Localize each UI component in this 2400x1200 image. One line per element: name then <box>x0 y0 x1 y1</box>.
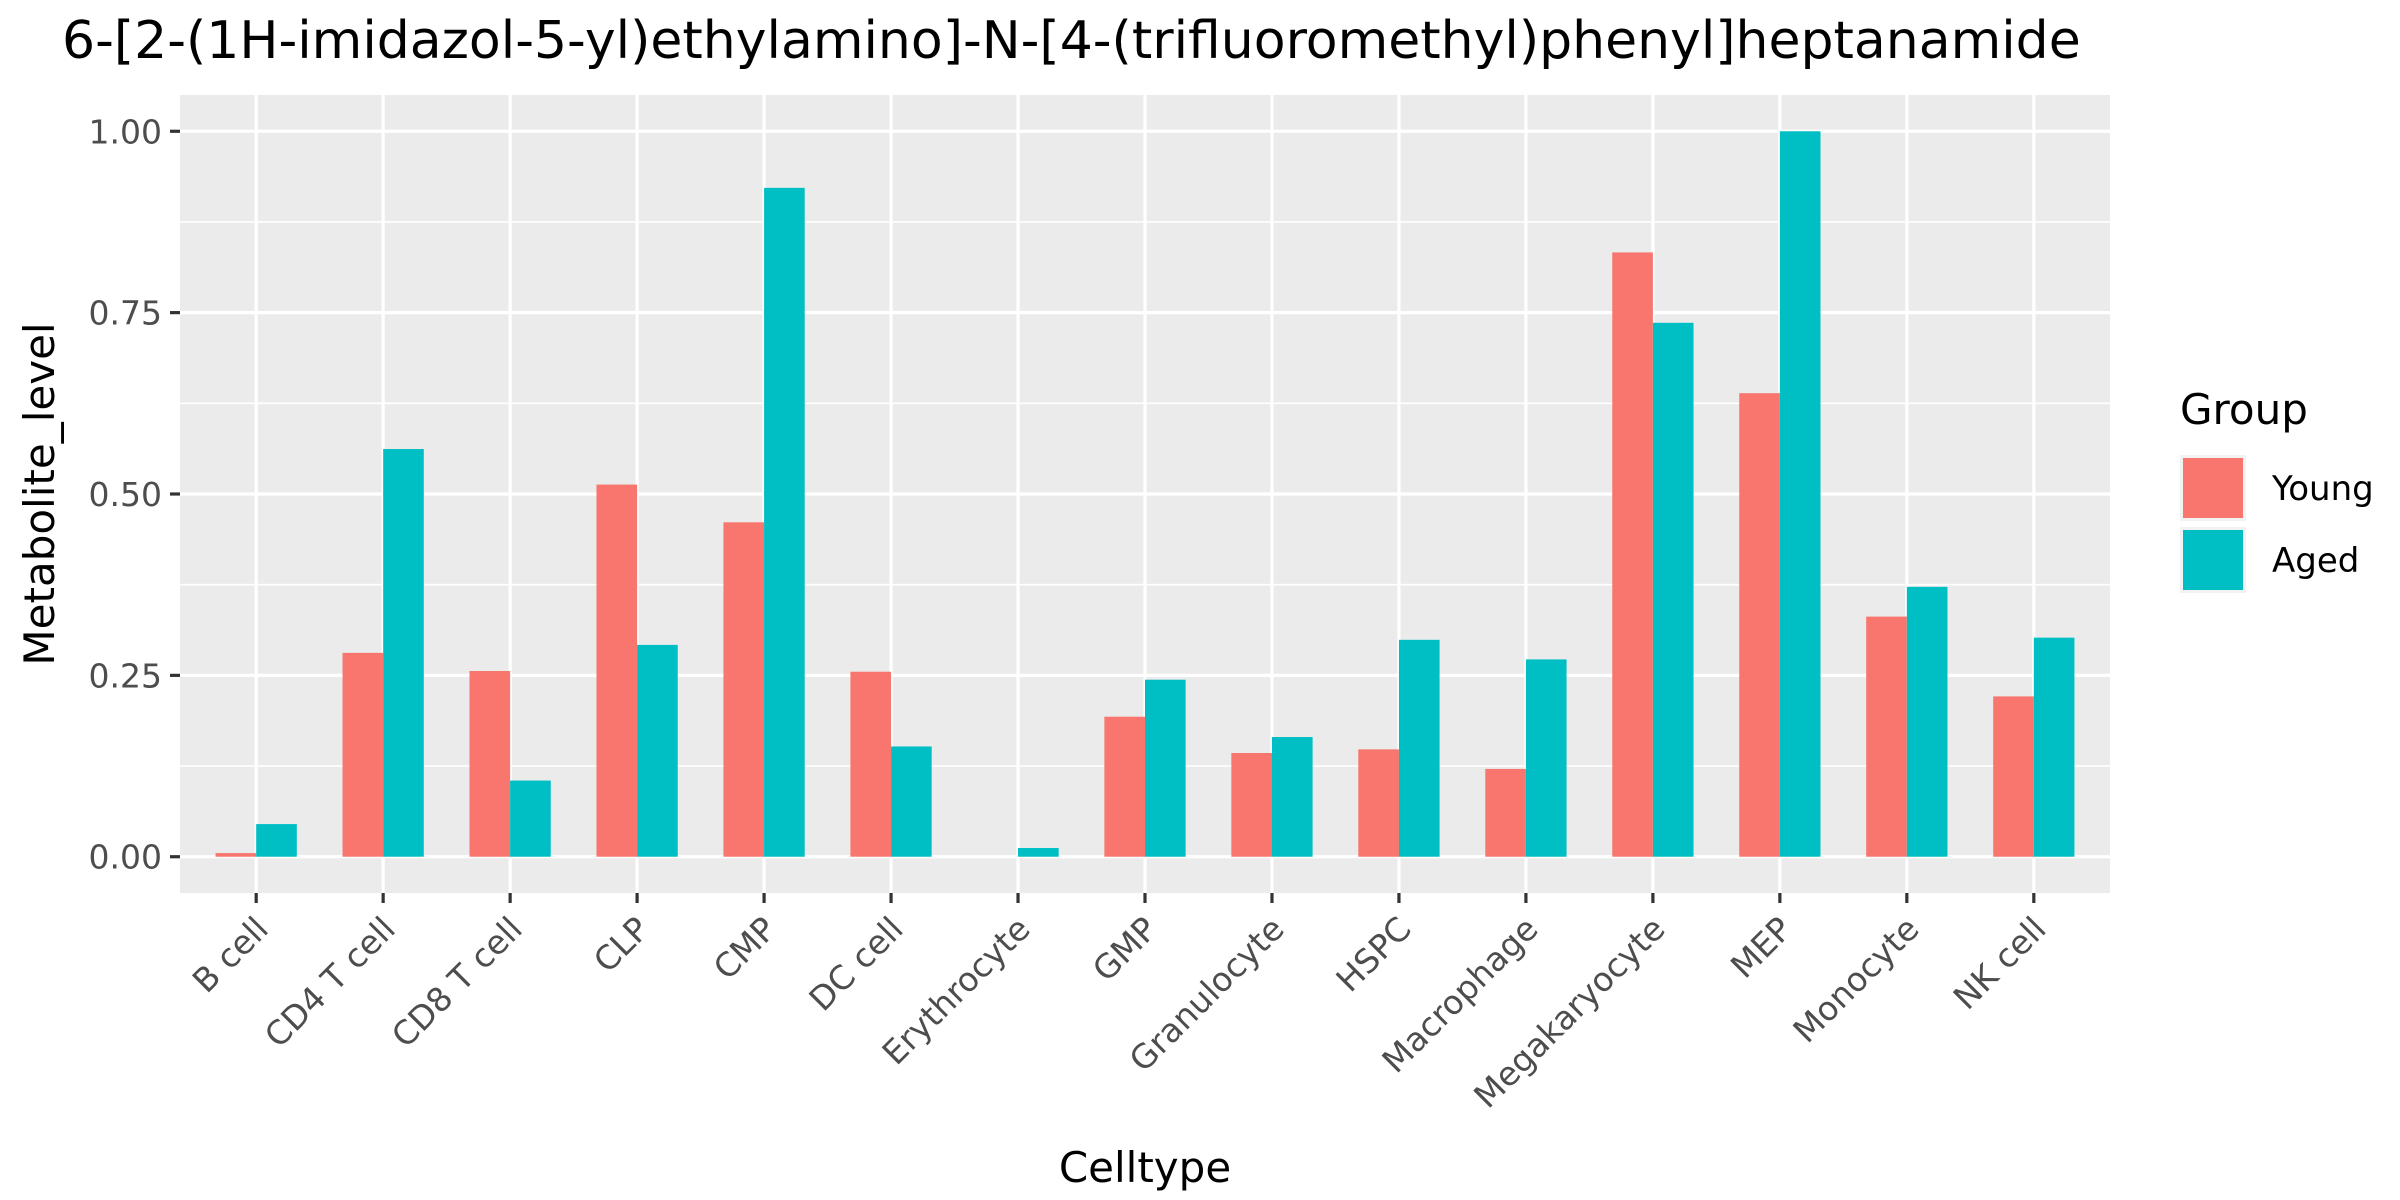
y-tick-label: 0.50 <box>89 475 162 514</box>
bar-aged <box>1652 322 1694 857</box>
bar-aged <box>1145 679 1186 857</box>
legend-title: Group <box>2180 385 2308 434</box>
bar-aged <box>1779 131 1821 857</box>
legend: Group Young Aged <box>2180 385 2374 593</box>
y-axis: 0.00 0.25 0.50 0.75 1.00 <box>89 112 180 877</box>
legend-label-aged: Aged <box>2272 541 2359 581</box>
y-axis-title: Metabolite_level <box>15 322 64 665</box>
x-axis-title: Celltype <box>1059 1143 1231 1192</box>
bar-aged <box>383 449 424 857</box>
y-tick-label: 0.25 <box>89 656 162 695</box>
bar-young <box>1612 252 1653 857</box>
chart-title: 6-[2-(1H-imidazol-5-yl)ethylamino]-N-[4-… <box>62 11 2081 71</box>
y-tick-label: 0.00 <box>89 838 162 877</box>
bar-aged <box>1018 848 1059 857</box>
bar-young <box>1993 696 2034 857</box>
bar-aged <box>510 780 551 857</box>
bar-young <box>1485 768 1526 857</box>
bar-aged <box>1906 586 1948 857</box>
bar-aged <box>764 187 805 857</box>
bar-young <box>469 671 511 857</box>
bar-young <box>1358 749 1399 857</box>
bar-aged <box>637 644 678 857</box>
legend-label-young: Young <box>2271 469 2374 509</box>
bar-young <box>1104 716 1145 857</box>
bar-young <box>850 671 892 857</box>
bar-young <box>1866 616 1907 857</box>
bar-young <box>1231 752 1272 857</box>
bar-young <box>215 853 257 857</box>
bar-young <box>723 522 765 857</box>
bar-aged <box>1398 639 1440 857</box>
bar-aged <box>256 824 297 857</box>
bar-aged <box>891 746 932 857</box>
bar-young <box>596 484 638 857</box>
legend-key-young <box>2183 458 2243 518</box>
y-tick-label: 0.75 <box>89 294 162 333</box>
bars <box>215 131 2075 857</box>
legend-key-aged <box>2183 530 2243 590</box>
bar-aged <box>1271 737 1313 857</box>
bar-aged <box>2033 637 2075 857</box>
bar-young <box>1739 393 1780 857</box>
bar-young <box>342 652 384 857</box>
y-tick-label: 1.00 <box>89 112 162 151</box>
bar-aged <box>1525 659 1567 857</box>
